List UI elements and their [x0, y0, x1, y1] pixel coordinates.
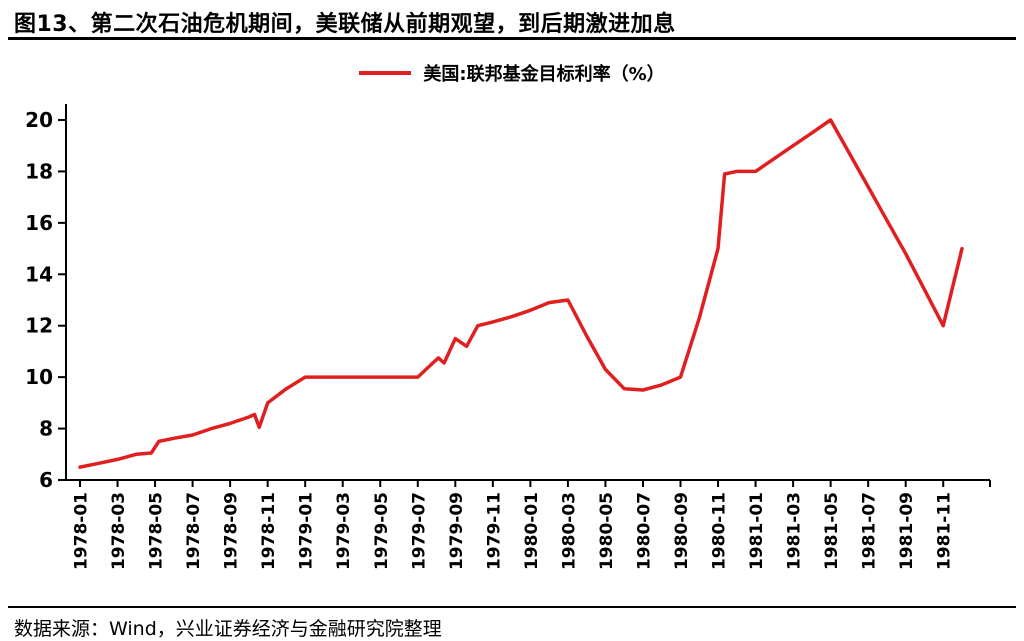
x-tick-label: 1981-07: [860, 492, 880, 570]
legend-line-swatch: [359, 71, 412, 75]
x-tick-label: 1981-05: [822, 492, 842, 570]
x-tick-label: 1980-11: [710, 492, 730, 570]
data-source: 数据来源：Wind，兴业证券经济与金融研究院整理: [14, 618, 442, 640]
y-tick-label: 18: [25, 159, 53, 183]
x-tick-label: 1978-03: [109, 492, 129, 570]
x-tick-label: 1981-01: [747, 492, 767, 570]
x-tick-label: 1981-03: [785, 492, 805, 570]
x-tick-label: 1981-11: [935, 492, 955, 570]
x-tick-label: 1978-01: [72, 492, 92, 570]
x-tick-label: 1979-05: [372, 492, 392, 570]
x-tick-label: 1979-09: [447, 492, 467, 570]
x-tick-label: 1979-01: [297, 492, 317, 570]
x-tick-label: 1980-05: [597, 492, 617, 570]
footer-divider: [8, 606, 1016, 608]
y-tick-label: 8: [39, 417, 53, 441]
y-tick-label: 16: [25, 211, 53, 235]
figure-title: 图13、第二次石油危机期间，美联储从前期观望，到后期激进加息: [14, 12, 676, 37]
x-tick-label: 1980-07: [634, 492, 654, 570]
x-tick-label: 1978-11: [259, 492, 279, 570]
x-tick-label: 1979-03: [334, 492, 354, 570]
y-tick-label: 14: [25, 262, 53, 286]
y-tick-label: 6: [39, 468, 53, 492]
x-tick-label: 1979-07: [409, 492, 429, 570]
rate-series-line: [78, 118, 964, 469]
x-tick-label: 1978-07: [184, 492, 204, 570]
x-tick-label: 1980-01: [522, 492, 542, 570]
title-divider: [8, 37, 1016, 40]
legend-label: 美国:联邦基金目标利率（%）: [423, 64, 665, 85]
y-tick-label: 10: [25, 365, 53, 389]
x-tick-label: 1980-03: [559, 492, 579, 570]
x-tick-label: 1980-09: [672, 492, 692, 570]
fed-funds-rate-line-chart: 6 8 10 12 14 16 18 20 1978-01 1978-03 1978-05 1978-…: [25, 104, 991, 570]
y-tick-label: 20: [25, 108, 53, 132]
x-tick-label: 1979-11: [484, 492, 504, 570]
x-tick-label: 1978-05: [147, 492, 167, 570]
y-tick-label: 12: [25, 314, 53, 338]
x-tick-label: 1978-09: [222, 492, 242, 570]
chart-legend: 美国:联邦基金目标利率（%）: [0, 60, 1024, 86]
x-tick-label: 1981-09: [897, 492, 917, 570]
